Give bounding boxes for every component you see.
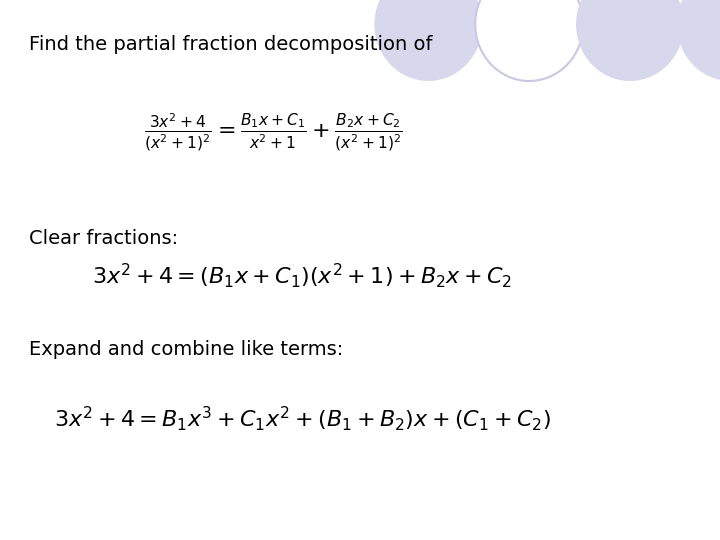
Text: Find the partial fraction decomposition of: Find the partial fraction decomposition … xyxy=(29,35,432,54)
Ellipse shape xyxy=(475,0,583,81)
Text: $\frac{3x^2+4}{\left(x^2+1\right)^2} = \frac{B_1x+C_1}{x^2+1}+\frac{B_2x+C_2}{\l: $\frac{3x^2+4}{\left(x^2+1\right)^2} = \… xyxy=(144,111,403,154)
Text: Clear fractions:: Clear fractions: xyxy=(29,230,178,248)
Text: $3x^2+4=\left(B_1x+C_1\right)\left(x^2+1\right)+B_2x+C_2$: $3x^2+4=\left(B_1x+C_1\right)\left(x^2+1… xyxy=(92,261,513,290)
Text: $3x^2+4=B_1x^3+C_1x^2+\left(B_1+B_2\right)x+\left(C_1+C_2\right)$: $3x^2+4=B_1x^3+C_1x^2+\left(B_1+B_2\righ… xyxy=(54,404,551,433)
Text: Expand and combine like terms:: Expand and combine like terms: xyxy=(29,340,343,359)
Ellipse shape xyxy=(374,0,482,81)
Ellipse shape xyxy=(576,0,684,81)
Ellipse shape xyxy=(677,0,720,81)
